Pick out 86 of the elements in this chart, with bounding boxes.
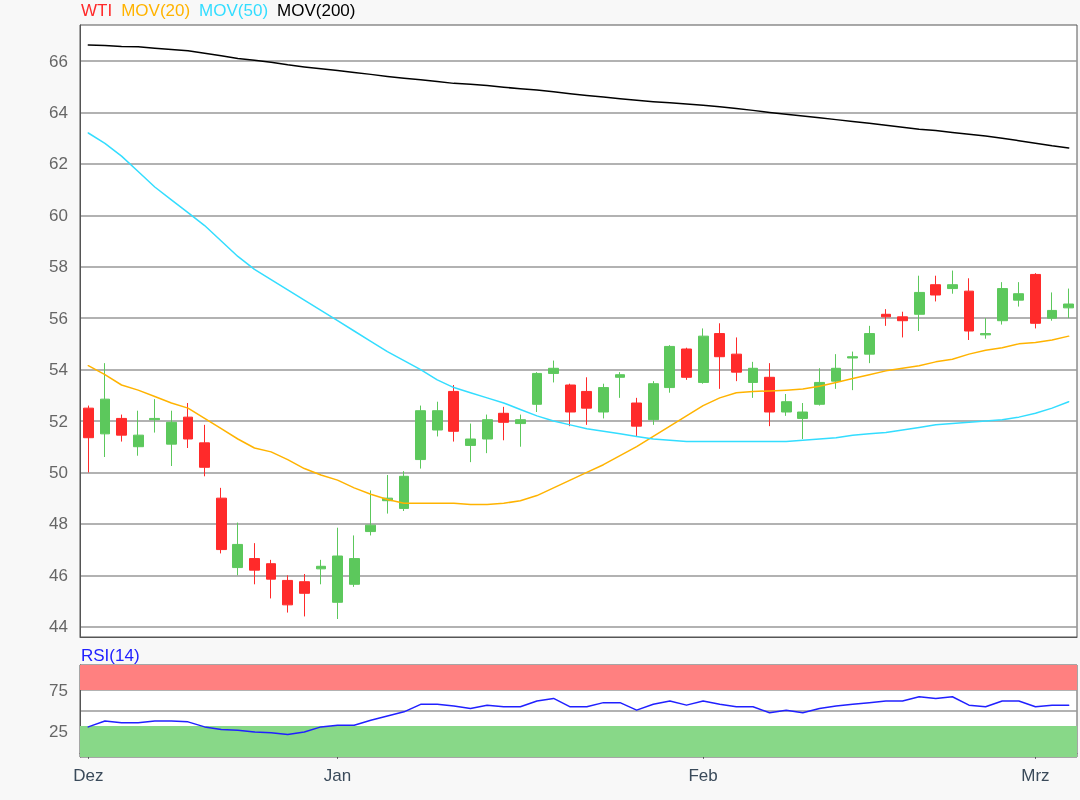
candlestick <box>698 327 709 385</box>
candlestick <box>764 362 775 427</box>
candlestick <box>997 281 1008 326</box>
candlestick <box>216 487 227 554</box>
y-tick-label: 58 <box>49 257 68 277</box>
candlestick <box>598 383 609 419</box>
candlestick <box>897 311 908 338</box>
candlestick <box>947 270 958 295</box>
x-tick-label: Dez <box>73 766 104 785</box>
y-tick-label: 56 <box>49 308 68 328</box>
candlestick <box>1013 281 1024 308</box>
candlestick <box>615 371 625 399</box>
candlestick <box>365 489 376 536</box>
candlestick <box>664 344 675 394</box>
candlestick <box>532 371 542 413</box>
candlestick <box>100 362 110 458</box>
y-tick-label: 66 <box>49 51 68 71</box>
candlestick <box>266 559 276 599</box>
candlestick <box>482 414 493 454</box>
candlestick <box>930 275 941 302</box>
candlestick <box>249 542 260 585</box>
candlestick <box>631 397 642 437</box>
y-tick-label: 52 <box>49 411 68 431</box>
x-tick-label: Jan <box>323 766 352 785</box>
candlestick <box>199 424 210 477</box>
line-series <box>87 44 1070 149</box>
y-tick-label: 64 <box>49 102 68 122</box>
y-tick-label: 60 <box>49 205 68 225</box>
candlestick <box>681 347 692 381</box>
candlestick <box>781 393 792 417</box>
candlestick <box>515 414 526 448</box>
candlestick <box>83 405 94 473</box>
x-tick-label: Feb <box>688 766 718 785</box>
line-series <box>87 335 1070 506</box>
candlestick <box>1047 291 1057 322</box>
candlestick <box>133 410 144 457</box>
candlestick <box>498 406 509 441</box>
candlestick <box>864 325 875 364</box>
candlestick <box>149 398 160 434</box>
line-series <box>87 696 1070 736</box>
candlestick <box>116 414 127 443</box>
candlestick <box>980 317 991 340</box>
text: WTI <box>81 1 113 20</box>
y-tick-label: 48 <box>49 514 68 534</box>
y-tick-label: 44 <box>49 617 68 637</box>
text: MOV(50) <box>199 1 269 20</box>
candlestick <box>432 401 443 437</box>
y-tick-label: 54 <box>49 360 68 380</box>
x-tick-label: Mrz <box>1021 766 1050 785</box>
candlestick <box>316 559 326 585</box>
candlestick <box>183 402 193 449</box>
candlestick <box>1063 288 1074 319</box>
candlestick <box>448 384 459 443</box>
candlestick <box>1030 272 1041 329</box>
candlestick <box>332 527 343 620</box>
candlestick <box>831 353 841 390</box>
candlestick <box>648 380 659 426</box>
candlestick <box>847 351 858 391</box>
candlestick <box>415 405 426 470</box>
text: MOV(20) <box>121 1 191 20</box>
text: RSI(14) <box>81 646 140 665</box>
candlestick <box>914 275 925 332</box>
candlestick <box>565 383 576 427</box>
candlestick <box>166 410 177 467</box>
y-tick-label: 50 <box>49 462 68 482</box>
candlestick <box>465 423 476 463</box>
candlestick <box>232 522 243 576</box>
y-tick-label: 46 <box>49 565 68 585</box>
line-series <box>87 132 1070 443</box>
candlestick <box>748 361 758 399</box>
candlestick <box>881 308 891 327</box>
candlestick <box>731 336 742 382</box>
candlestick <box>299 573 310 617</box>
candlestick <box>714 322 725 390</box>
candlestick <box>964 277 974 341</box>
y-tick-label: 75 <box>49 680 68 700</box>
candlestick <box>797 402 808 440</box>
candlestick <box>814 367 825 407</box>
y-tick-label: 62 <box>49 154 68 174</box>
candlestick <box>349 534 360 588</box>
candlestick <box>399 470 409 512</box>
candlestick <box>282 574 293 614</box>
candlestick <box>581 376 592 426</box>
candlestick <box>548 360 559 383</box>
y-tick-label: 25 <box>49 722 68 742</box>
text: MOV(200) <box>277 1 356 20</box>
